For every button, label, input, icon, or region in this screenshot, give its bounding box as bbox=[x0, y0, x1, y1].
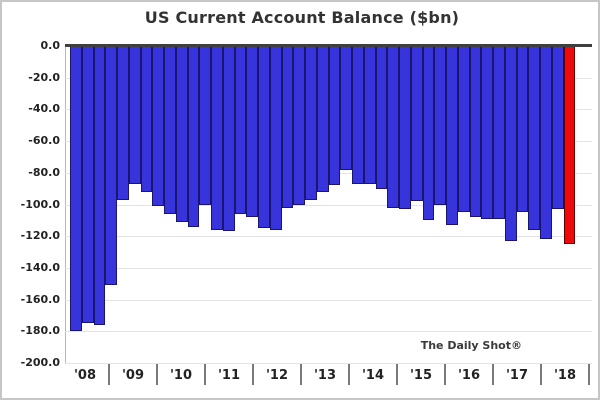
y-tick-label: -140.0 bbox=[20, 260, 60, 274]
y-tick-label: -40.0 bbox=[28, 102, 60, 116]
bar-2014-q3 bbox=[375, 46, 388, 189]
y-tick-label: -180.0 bbox=[20, 324, 60, 338]
y-tick-label: -20.0 bbox=[28, 70, 60, 84]
bar-2013-q4 bbox=[340, 46, 352, 170]
bar-2016-q4 bbox=[481, 46, 493, 219]
y-tick-label: -80.0 bbox=[28, 165, 60, 179]
bar-2017-q3 bbox=[516, 46, 529, 213]
y-tick-label: -200.0 bbox=[20, 356, 60, 369]
bar-2013-q1 bbox=[305, 46, 317, 200]
x-tick-mark bbox=[588, 364, 590, 385]
bar-2018-q1 bbox=[540, 46, 552, 240]
bar-2012-q4 bbox=[293, 46, 305, 205]
x-tick-label: '18 bbox=[553, 368, 577, 383]
x-tick-label: '13 bbox=[313, 368, 337, 383]
bar-2016-q3 bbox=[469, 46, 482, 218]
bar-2010-q1 bbox=[164, 46, 176, 214]
x-tick-label: '16 bbox=[457, 368, 481, 383]
gridline bbox=[65, 363, 592, 364]
x-tick-label: '11 bbox=[217, 368, 241, 383]
bar-2017-q2 bbox=[504, 46, 517, 241]
x-tick-mark bbox=[540, 364, 542, 385]
x-tick-mark bbox=[252, 364, 254, 385]
x-tick-label: '12 bbox=[265, 368, 289, 383]
bar-2016-q1 bbox=[446, 46, 458, 226]
bar-2014-q1 bbox=[352, 46, 364, 184]
x-tick-label: '17 bbox=[505, 368, 529, 383]
bar-2011-q4 bbox=[246, 46, 258, 218]
bar-2009-q2 bbox=[128, 46, 141, 184]
x-tick-label: '09 bbox=[121, 368, 145, 383]
x-tick-mark bbox=[156, 364, 158, 385]
gridline bbox=[65, 299, 592, 301]
chart-title: US Current Account Balance ($bn) bbox=[144, 8, 460, 27]
gridline bbox=[65, 236, 592, 238]
bar-2009-q3 bbox=[140, 46, 153, 192]
zero-axis-line bbox=[65, 44, 592, 47]
bar-2017-q4 bbox=[528, 46, 540, 230]
bar-2014-q4 bbox=[387, 46, 399, 208]
y-tick-label: -160.0 bbox=[20, 292, 60, 306]
x-tick-mark bbox=[444, 364, 446, 385]
bar-2015-q2 bbox=[410, 46, 423, 202]
x-tick-mark bbox=[396, 364, 398, 385]
watermark: The Daily Shot® bbox=[420, 339, 522, 352]
x-tick-label: '08 bbox=[73, 368, 97, 383]
bar-2010-q2 bbox=[175, 46, 188, 222]
bar-2018-q3 bbox=[563, 46, 576, 245]
bar-2008-q1 bbox=[70, 46, 82, 332]
bar-2014-q2 bbox=[363, 46, 376, 184]
bar-2008-q3 bbox=[93, 46, 106, 325]
bar-2015-q4 bbox=[434, 46, 446, 205]
bar-2016-q2 bbox=[457, 46, 470, 213]
x-tick-label: '15 bbox=[409, 368, 433, 383]
x-tick-mark bbox=[492, 364, 494, 385]
y-tick-label: -120.0 bbox=[20, 229, 60, 243]
bar-2008-q2 bbox=[81, 46, 94, 324]
bar-2015-q1 bbox=[399, 46, 411, 210]
bar-2015-q3 bbox=[422, 46, 435, 221]
bar-2017-q1 bbox=[493, 46, 505, 219]
bar-2012-q2 bbox=[269, 46, 282, 230]
y-tick-label: -60.0 bbox=[28, 134, 60, 148]
bar-2009-q4 bbox=[152, 46, 164, 207]
x-tick-label: '14 bbox=[361, 368, 385, 383]
y-tick-label: 0.0 bbox=[40, 39, 61, 52]
y-tick-label: -100.0 bbox=[20, 197, 60, 211]
bar-2012-q3 bbox=[281, 46, 294, 208]
x-tick-label: '10 bbox=[169, 368, 193, 383]
x-tick-mark bbox=[204, 364, 206, 385]
bar-2010-q3 bbox=[187, 46, 200, 227]
bar-2012-q1 bbox=[258, 46, 270, 229]
plot-area bbox=[65, 46, 592, 364]
x-tick-mark bbox=[300, 364, 302, 385]
x-tick-mark bbox=[108, 364, 110, 385]
gridline bbox=[65, 331, 592, 333]
bar-2018-q2 bbox=[551, 46, 564, 210]
bar-2011-q3 bbox=[234, 46, 247, 214]
bar-2013-q2 bbox=[316, 46, 329, 192]
bar-2013-q3 bbox=[328, 46, 341, 186]
bar-2008-q4 bbox=[105, 46, 117, 286]
bar-2011-q1 bbox=[211, 46, 223, 230]
x-tick-mark bbox=[348, 364, 350, 385]
bar-2009-q1 bbox=[117, 46, 129, 200]
bar-2011-q2 bbox=[222, 46, 235, 232]
bar-2010-q4 bbox=[199, 46, 211, 205]
gridline bbox=[65, 267, 592, 269]
gridline bbox=[65, 204, 592, 206]
